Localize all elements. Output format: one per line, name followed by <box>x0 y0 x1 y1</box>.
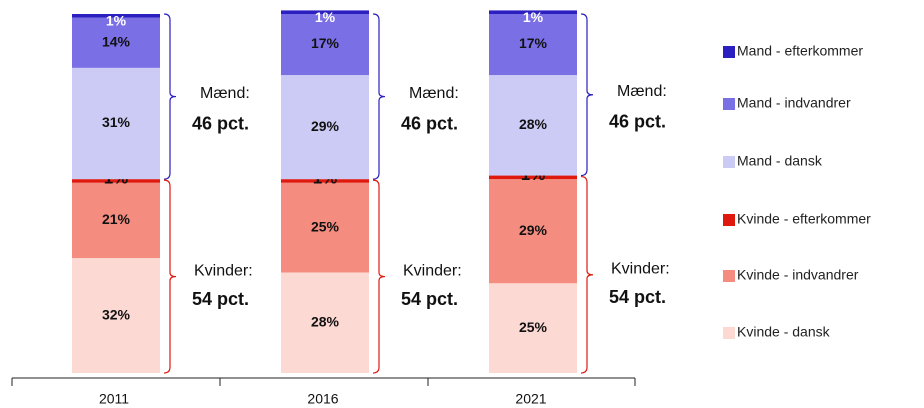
bar-segment <box>281 14 369 76</box>
value-label: 1% <box>315 9 336 25</box>
bar-segment <box>489 10 577 14</box>
value-label: 29% <box>311 118 340 134</box>
value-label: 32% <box>102 306 131 322</box>
bar-segment <box>72 17 160 68</box>
legend-label: Mand - indvandrer <box>737 95 851 111</box>
bar-segment <box>281 179 369 183</box>
women-brace <box>372 179 386 374</box>
legend-swatch <box>723 98 735 110</box>
value-label: 28% <box>519 116 548 132</box>
legend-swatch <box>723 327 735 339</box>
legend-label: Kvinde - indvandrer <box>737 267 859 283</box>
bar-segment <box>281 182 369 273</box>
women-label: Kvinder: <box>194 262 253 279</box>
men-label: Mænd: <box>409 85 459 102</box>
bar-segment <box>489 75 577 176</box>
legend-swatch <box>723 214 735 226</box>
bar-segment <box>489 179 577 284</box>
value-label: 17% <box>311 35 340 51</box>
men-value: 46 pct. <box>401 113 458 133</box>
bar-segment <box>72 258 160 373</box>
bar-segment <box>281 10 369 14</box>
women-brace <box>580 175 594 374</box>
men-brace <box>163 13 177 180</box>
x-tick-label: 2021 <box>515 391 546 407</box>
legend-label: Kvinde - dansk <box>737 324 831 340</box>
women-value: 54 pct. <box>609 287 666 307</box>
value-label: 29% <box>519 222 548 238</box>
value-label: 1% <box>106 13 127 29</box>
legend-swatch <box>723 46 735 58</box>
value-label: 1% <box>523 9 544 25</box>
women-label: Kvinder: <box>403 262 462 279</box>
value-label: 25% <box>519 319 548 335</box>
legend-label: Kvinde - efterkommer <box>737 211 871 227</box>
value-label: 28% <box>311 313 340 329</box>
legend-swatch <box>723 156 735 168</box>
x-tick-label: 2011 <box>99 391 129 407</box>
legend-label: Mand - dansk <box>737 153 823 169</box>
legend-label: Mand - efterkommer <box>737 43 863 59</box>
bar-segment <box>489 175 577 180</box>
women-value: 54 pct. <box>401 289 458 309</box>
bar-segment <box>281 272 369 373</box>
x-tick-label: 2016 <box>307 391 338 407</box>
women-label: Kvinder: <box>611 260 670 277</box>
bar-segment <box>72 179 160 183</box>
value-label: 14% <box>102 33 131 49</box>
men-label: Mænd: <box>617 83 667 100</box>
women-value: 54 pct. <box>192 289 249 309</box>
value-label: 17% <box>519 35 548 51</box>
value-label: 21% <box>102 211 131 227</box>
men-label: Mænd: <box>200 85 250 102</box>
value-label: 31% <box>102 114 131 130</box>
bar-segment <box>72 14 160 18</box>
men-value: 46 pct. <box>192 113 249 133</box>
men-brace <box>372 13 386 180</box>
men-value: 46 pct. <box>609 112 666 132</box>
bar-segment <box>72 182 160 259</box>
bar-segment <box>489 283 577 373</box>
legend-swatch <box>723 270 735 282</box>
bar-segment <box>281 75 369 180</box>
women-brace <box>163 179 177 374</box>
bar-segment <box>489 14 577 76</box>
men-brace <box>580 13 594 177</box>
value-label: 25% <box>311 218 340 234</box>
bar-segment <box>72 67 160 180</box>
